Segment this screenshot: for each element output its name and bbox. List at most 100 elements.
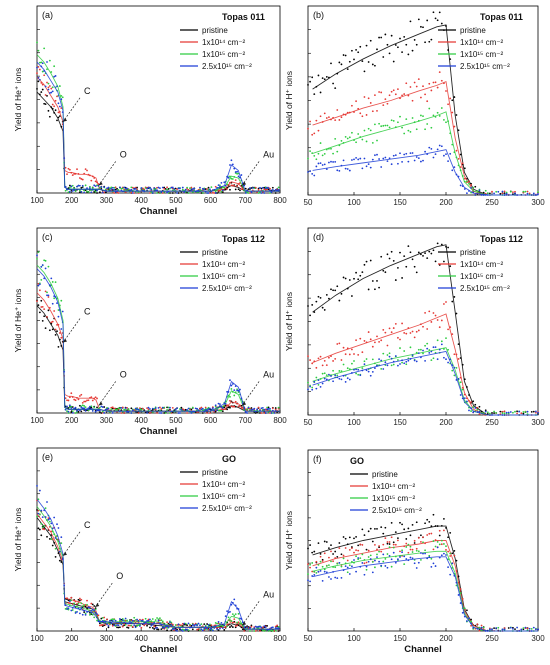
data-point [313, 380, 316, 383]
data-point [509, 411, 512, 413]
data-point [323, 377, 326, 380]
legend-entry: pristine [202, 468, 228, 477]
data-point [453, 96, 456, 98]
data-point [117, 407, 120, 410]
data-point [321, 306, 324, 309]
data-point [151, 192, 154, 194]
data-point [388, 554, 391, 557]
data-point [403, 255, 406, 258]
data-point [344, 167, 347, 170]
data-point [411, 330, 414, 333]
data-point [436, 540, 439, 543]
data-point [216, 622, 219, 625]
data-point [41, 62, 44, 65]
data-point [323, 309, 326, 311]
series-line [36, 517, 280, 630]
data-point [267, 187, 270, 190]
data-point [187, 192, 190, 194]
data-point [180, 408, 183, 411]
series-line [36, 268, 280, 412]
data-point [224, 403, 227, 405]
data-point [186, 186, 188, 189]
data-point [430, 126, 433, 129]
data-point [403, 528, 406, 531]
data-point [230, 405, 233, 408]
data-point [363, 129, 366, 132]
data-point [371, 571, 374, 574]
data-point [495, 412, 498, 414]
data-point [101, 406, 104, 408]
data-point [264, 408, 267, 411]
data-point [445, 301, 447, 303]
data-point [371, 158, 374, 161]
data-point [71, 184, 74, 187]
data-point [161, 192, 164, 194]
data-point [501, 412, 504, 415]
data-point [390, 250, 393, 253]
data-point [455, 312, 458, 315]
data-point [478, 189, 481, 192]
annotation-arrowhead [242, 181, 247, 186]
data-point [149, 412, 151, 414]
data-point [330, 288, 332, 291]
data-point [53, 516, 56, 519]
series-3 [36, 254, 280, 414]
data-point [374, 64, 376, 67]
data-point [411, 49, 414, 52]
data-point [468, 617, 470, 619]
data-point [87, 409, 90, 412]
data-point [447, 160, 449, 163]
data-point [376, 548, 378, 551]
data-point [430, 350, 433, 353]
data-point [167, 192, 170, 194]
data-point [367, 370, 370, 373]
data-point [260, 626, 263, 629]
data-point [40, 509, 43, 512]
data-point [424, 252, 426, 255]
data-point [436, 19, 439, 22]
legend-entry: pristine [202, 26, 228, 35]
data-point [41, 527, 44, 530]
data-point [371, 370, 374, 373]
data-point [37, 284, 40, 287]
data-point [78, 189, 81, 192]
data-point [319, 162, 322, 165]
data-point [111, 189, 114, 191]
data-point [221, 189, 224, 192]
data-point [253, 630, 256, 632]
data-point [390, 536, 393, 539]
data-point [87, 191, 90, 193]
data-point [336, 562, 339, 565]
data-point [67, 407, 70, 409]
data-point [254, 630, 257, 632]
data-point [40, 265, 43, 268]
data-point [96, 184, 98, 187]
series-2 [307, 107, 539, 196]
data-point [57, 527, 60, 529]
data-point [484, 410, 487, 413]
data-point [129, 620, 131, 623]
data-point [378, 358, 380, 360]
data-point [497, 190, 500, 193]
data-point [98, 406, 101, 409]
data-point [130, 191, 133, 194]
data-point [176, 624, 178, 626]
data-point [472, 411, 475, 414]
data-point [81, 605, 84, 608]
data-point [392, 260, 395, 262]
data-point [76, 611, 78, 613]
data-point [124, 623, 127, 626]
annotation-label: Au [263, 369, 274, 379]
data-point [166, 186, 168, 189]
data-point [207, 188, 210, 191]
data-point [81, 401, 84, 404]
data-point [110, 188, 113, 190]
data-point [137, 624, 140, 627]
data-point [365, 260, 368, 263]
data-point [397, 359, 399, 361]
data-point [307, 305, 309, 307]
data-point [247, 188, 250, 191]
data-point [137, 412, 140, 414]
data-point [512, 627, 514, 630]
